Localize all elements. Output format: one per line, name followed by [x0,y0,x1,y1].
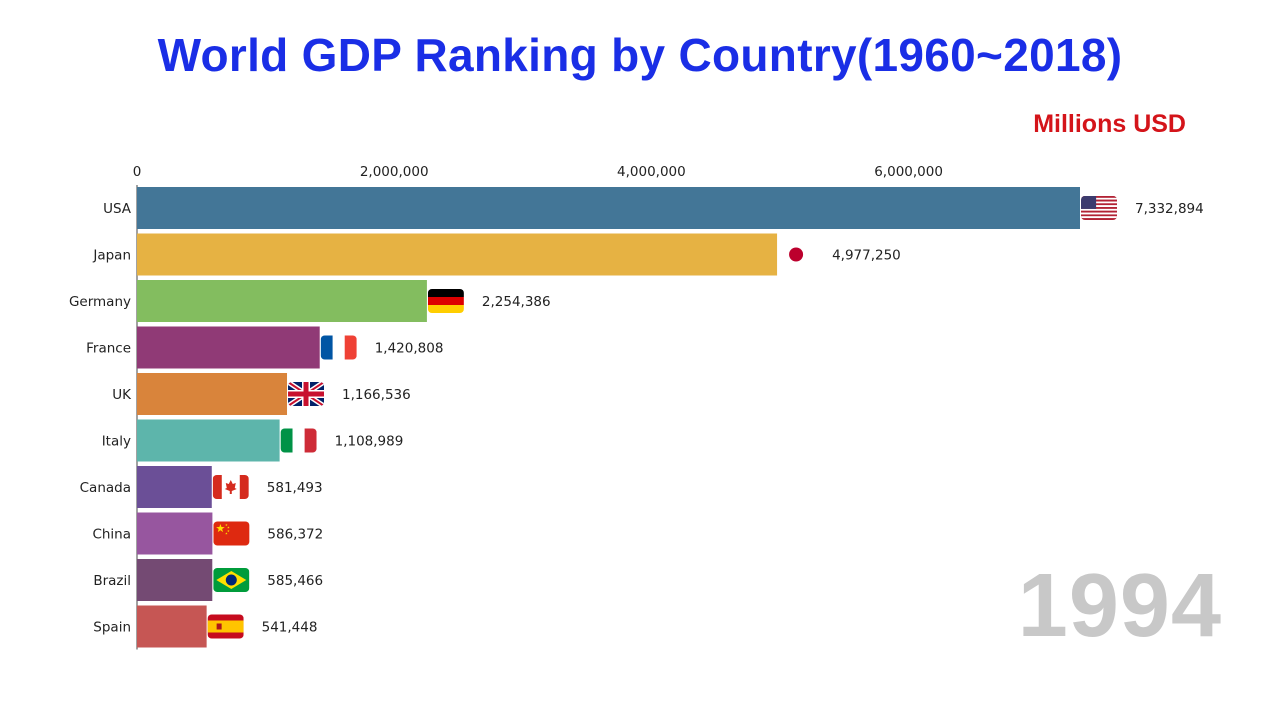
x-tick-label: 6,000,000 [874,164,943,180]
uk-flag-icon [288,382,325,406]
japan-flag-icon [778,242,815,267]
category-label: Brazil [93,573,131,589]
value-label: 1,108,989 [335,434,404,450]
canada-flag-icon [212,475,249,499]
value-label: 585,466 [267,573,323,589]
chart-title: World GDP Ranking by Country(1960~2018) [157,29,1123,81]
category-label: Spain [93,620,131,636]
bar-row: France 1,420,808 [86,326,444,369]
value-label: 1,420,808 [375,341,444,357]
x-tick-label: 0 [133,164,142,180]
value-label: 581,493 [267,480,323,496]
category-label: Germany [69,294,131,310]
year-label: 1994 [1017,556,1222,656]
china-flag-icon [213,521,250,546]
bar-row: Japan 4,977,250 [92,233,901,276]
bar [137,233,778,276]
category-label: UK [112,387,132,403]
bar-row: USA 7,332,894 [103,187,1204,229]
bar [137,419,280,462]
italy-flag-icon [280,428,317,453]
bar [137,373,288,415]
x-tick-label: 2,000,000 [360,164,429,180]
brazil-flag-icon [213,568,250,592]
bar-row: UK 1,166,536 [112,373,411,415]
bar [137,512,213,555]
value-label: 7,332,894 [1135,201,1204,217]
value-label: 541,448 [262,620,318,636]
value-label: 2,254,386 [482,294,551,310]
category-label: USA [103,201,132,217]
bar [137,187,1080,229]
value-label: 586,372 [267,527,323,543]
usa-flag-icon [1081,196,1117,220]
bar-row: Canada 581,493 [80,466,323,508]
category-label: Canada [80,480,131,496]
category-label: France [86,341,131,357]
category-label: Italy [102,434,131,450]
bar [137,326,320,369]
bar [137,466,212,508]
bar-row: Italy 1,108,989 [102,419,404,462]
bar [137,605,207,648]
x-tick-label: 4,000,000 [617,164,686,180]
bar-row: Germany 2,254,386 [69,280,551,322]
units-label: Millions USD [1033,110,1186,138]
value-label: 4,977,250 [832,248,901,264]
bar-row: Spain 541,448 [93,605,318,648]
bar [137,559,213,601]
x-axis-ticks: 0 2,000,000 4,000,000 6,000,000 [133,164,943,180]
category-label: Japan [92,248,131,264]
france-flag-icon [320,335,357,360]
value-label: 1,166,536 [342,387,411,403]
bar-row: Brazil 585,466 [93,559,323,601]
germany-flag-icon [427,289,464,313]
bar [137,280,427,322]
spain-flag-icon [207,614,244,639]
bar-row: China 586,372 [92,512,323,555]
category-label: China [92,527,131,543]
